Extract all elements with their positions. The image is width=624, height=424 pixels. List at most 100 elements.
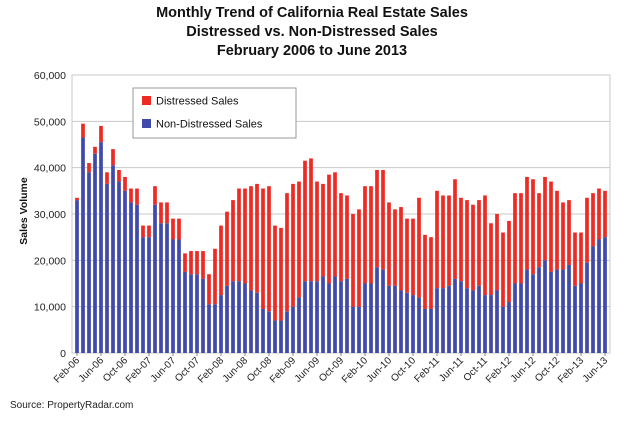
bar-non-distressed bbox=[447, 285, 451, 353]
legend-label: Non-Distressed Sales bbox=[156, 119, 263, 131]
bar-distressed bbox=[597, 188, 601, 240]
bar-distressed bbox=[135, 188, 139, 205]
bar-distressed bbox=[321, 183, 325, 277]
bar-distressed bbox=[573, 232, 577, 286]
bar-distressed bbox=[429, 237, 433, 309]
bar-non-distressed bbox=[207, 304, 211, 353]
bar-non-distressed bbox=[297, 297, 301, 353]
bar-distressed bbox=[543, 176, 547, 261]
bar-non-distressed bbox=[411, 295, 415, 353]
bar-distressed bbox=[93, 146, 97, 154]
bar-distressed bbox=[459, 197, 463, 282]
bar-non-distressed bbox=[303, 281, 307, 353]
x-tick-label: Feb-12 bbox=[484, 355, 514, 385]
bar-non-distressed bbox=[177, 239, 181, 353]
bar-distressed bbox=[387, 202, 391, 286]
bar-distressed bbox=[81, 123, 85, 138]
bar-non-distressed bbox=[273, 320, 277, 353]
y-tick-label: 40,000 bbox=[34, 163, 66, 175]
bar-non-distressed bbox=[549, 271, 553, 353]
bar-distressed bbox=[549, 181, 553, 272]
bar-distressed bbox=[357, 209, 361, 307]
bar-distressed bbox=[153, 186, 157, 205]
bar-non-distressed bbox=[525, 269, 529, 353]
bar-distressed bbox=[537, 193, 541, 268]
bar-non-distressed bbox=[165, 223, 169, 353]
bar-non-distressed bbox=[333, 276, 337, 353]
bar-distressed bbox=[585, 197, 589, 263]
bar-distressed bbox=[339, 193, 343, 282]
bar-distressed bbox=[87, 163, 91, 173]
bar-distressed bbox=[117, 169, 121, 182]
bar-distressed bbox=[381, 169, 385, 270]
bar-distressed bbox=[603, 190, 607, 238]
bar-non-distressed bbox=[381, 269, 385, 353]
y-tick-label: 30,000 bbox=[34, 209, 66, 221]
bar-non-distressed bbox=[87, 172, 91, 353]
bar-non-distressed bbox=[591, 246, 595, 353]
bar-distressed bbox=[105, 172, 109, 184]
bar-distressed bbox=[99, 125, 103, 143]
bar-distressed bbox=[471, 204, 475, 291]
bar-non-distressed bbox=[261, 308, 265, 353]
bar-non-distressed bbox=[195, 274, 199, 353]
bar-distressed bbox=[279, 227, 283, 321]
bar-non-distressed bbox=[387, 285, 391, 353]
x-tick-label: Jun-09 bbox=[293, 355, 323, 385]
bar-distressed bbox=[519, 193, 523, 284]
legend-label: Distressed Sales bbox=[156, 96, 239, 108]
x-tick-label: Feb-10 bbox=[340, 355, 370, 385]
bar-distressed bbox=[333, 172, 337, 277]
x-tick-label: Jun-08 bbox=[221, 355, 251, 385]
bar-distressed bbox=[147, 225, 151, 238]
bar-non-distressed bbox=[477, 285, 481, 353]
bar-non-distressed bbox=[327, 283, 331, 353]
bar-non-distressed bbox=[123, 190, 127, 353]
bar-non-distressed bbox=[279, 320, 283, 353]
bar-distressed bbox=[417, 197, 421, 298]
bar-distressed bbox=[291, 183, 295, 307]
bar-distressed bbox=[561, 202, 565, 270]
y-tick-label: 50,000 bbox=[34, 116, 66, 128]
bar-distressed bbox=[453, 179, 457, 279]
bar-non-distressed bbox=[141, 237, 145, 353]
bar-non-distressed bbox=[147, 237, 151, 353]
x-tick-label: Jun-11 bbox=[437, 355, 466, 384]
bar-distressed bbox=[567, 200, 571, 265]
x-tick-label: Jun-12 bbox=[509, 355, 539, 385]
bar-non-distressed bbox=[417, 297, 421, 353]
bar-distressed bbox=[129, 188, 133, 203]
bar-non-distressed bbox=[501, 306, 505, 353]
bar-distressed bbox=[201, 251, 205, 279]
bar-non-distressed bbox=[339, 281, 343, 353]
bar-distressed bbox=[225, 211, 229, 286]
x-tick-label: Feb-06 bbox=[52, 355, 82, 385]
bar-distressed bbox=[261, 188, 265, 309]
bar-non-distressed bbox=[93, 153, 97, 353]
bar-non-distressed bbox=[201, 278, 205, 353]
bar-non-distressed bbox=[489, 295, 493, 353]
x-tick-label: Jun-07 bbox=[149, 355, 179, 385]
bar-distressed bbox=[243, 188, 247, 284]
bar-non-distressed bbox=[285, 311, 289, 353]
bar-non-distressed bbox=[375, 267, 379, 353]
bar-non-distressed bbox=[351, 306, 355, 353]
bar-distressed bbox=[327, 174, 331, 284]
bar-distressed bbox=[351, 214, 355, 307]
bar-non-distressed bbox=[471, 290, 475, 353]
bar-distressed bbox=[507, 220, 511, 303]
bar-non-distressed bbox=[513, 283, 517, 353]
bar-distressed bbox=[399, 207, 403, 291]
legend-swatch bbox=[142, 119, 151, 128]
bar-non-distressed bbox=[255, 292, 259, 353]
bar-distressed bbox=[423, 234, 427, 309]
x-tick-label: Jun-06 bbox=[77, 355, 107, 385]
bar-non-distressed bbox=[237, 281, 241, 353]
bar-non-distressed bbox=[357, 306, 361, 353]
bar-non-distressed bbox=[249, 290, 253, 353]
bar-non-distressed bbox=[393, 285, 397, 353]
bar-distressed bbox=[159, 202, 163, 224]
bar-distressed bbox=[405, 218, 409, 293]
bar-non-distressed bbox=[81, 137, 85, 353]
bar-distressed bbox=[345, 195, 349, 279]
